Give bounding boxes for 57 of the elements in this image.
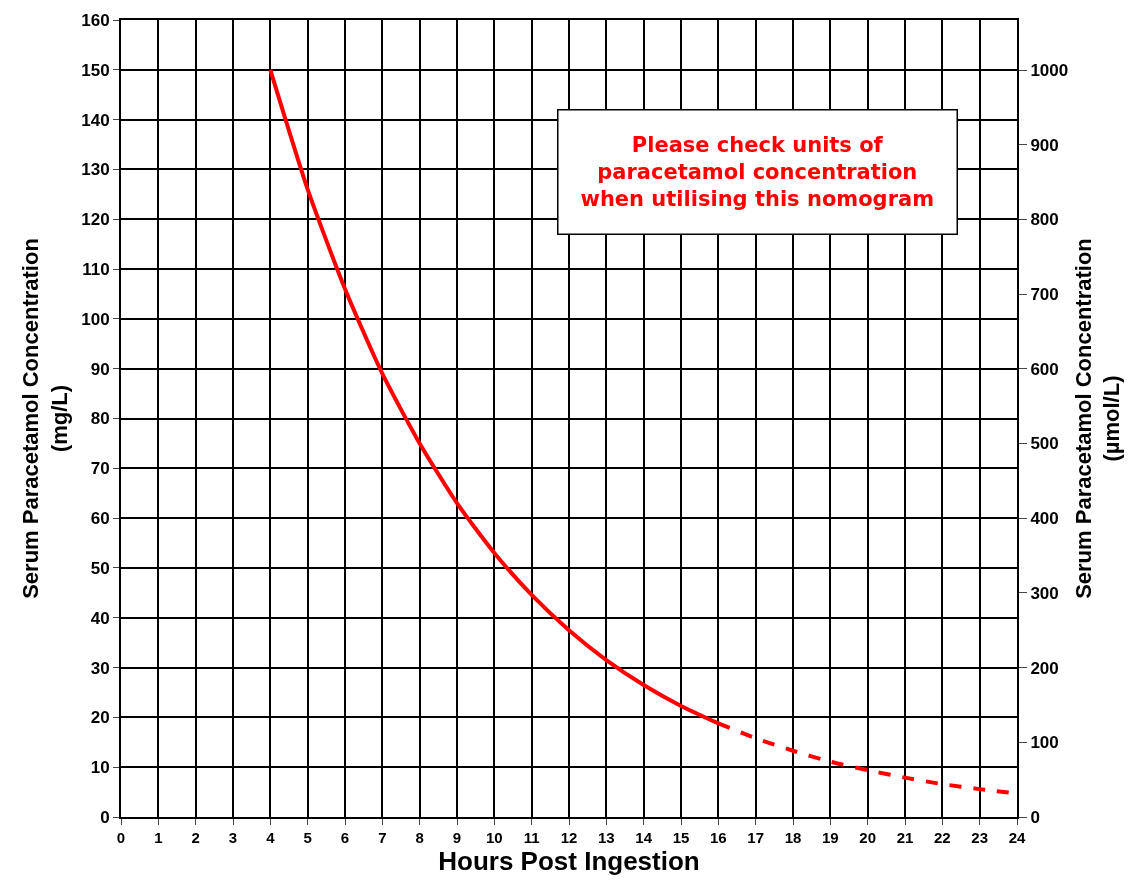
y-tick-label: 40 — [90, 608, 110, 628]
x-tick-label: 1 — [154, 829, 163, 846]
x-tick-label: 22 — [933, 829, 951, 846]
y2-tick-label: 600 — [1030, 359, 1059, 379]
y-tick-label: 120 — [81, 210, 110, 230]
x-tick-label: 18 — [784, 829, 802, 846]
y-tick-label: 150 — [81, 60, 110, 80]
x-tick-label: 19 — [821, 829, 839, 846]
x-tick-label: 20 — [859, 829, 877, 846]
y-tick-label: 90 — [90, 359, 110, 379]
y2-tick-label: 200 — [1030, 658, 1059, 678]
y2-tick-label: 900 — [1030, 135, 1059, 155]
x-tick-label: 13 — [597, 829, 615, 846]
y-tick-label: 10 — [90, 758, 110, 778]
x-tick-label: 5 — [303, 829, 312, 846]
x-tick-label: 24 — [1008, 829, 1026, 846]
y2-tick-label: 100 — [1030, 733, 1059, 753]
y-tick-label: 0 — [100, 807, 110, 827]
x-tick-label: 23 — [971, 829, 989, 846]
x-tick-label: 21 — [896, 829, 914, 846]
x-tick-label: 16 — [709, 829, 727, 846]
x-tick-label: 6 — [340, 829, 350, 846]
y-tick-label: 100 — [81, 309, 110, 329]
y-tick-label: 50 — [90, 558, 110, 578]
y2-tick-label: 1000 — [1030, 61, 1069, 80]
y-tick-label: 160 — [81, 10, 110, 30]
x-tick-label: 2 — [191, 829, 200, 846]
y-tick-label: 110 — [82, 260, 110, 280]
x-tick-label: 4 — [266, 829, 276, 846]
y2-tick-label: 0 — [1030, 807, 1040, 827]
y-tick-label: 70 — [90, 459, 110, 479]
y2-tick-label: 300 — [1030, 583, 1059, 603]
x-tick-label: 7 — [378, 829, 387, 846]
x-tick-label: 15 — [672, 829, 690, 846]
annotation: Please check units of paracetamol concentration when utilising this nomogram — [580, 132, 935, 212]
y2-axis-title: Serum Paracetamol Concentration (µmol/L) — [1070, 238, 1125, 599]
x-tick-label: 14 — [635, 829, 653, 846]
y-tick-label: 80 — [90, 409, 110, 429]
y-tick-label: 20 — [90, 708, 110, 728]
y2-tick-label: 500 — [1030, 434, 1059, 454]
x-axis-title: Hours Post Ingestion — [438, 846, 700, 876]
x-tick-label: 3 — [228, 829, 238, 846]
y2-tick-label: 400 — [1030, 509, 1059, 529]
y-tick-label: 60 — [90, 509, 110, 529]
y-tick-label: 130 — [81, 160, 110, 180]
x-tick-label: 0 — [116, 829, 126, 846]
y-axis-title: Serum Paracetamol Concentration (mg/L) — [17, 238, 72, 599]
x-tick-label: 17 — [747, 829, 765, 846]
x-tick-label: 9 — [452, 829, 462, 846]
x-tick-label: 12 — [560, 829, 578, 846]
x-tick-label: 11 — [523, 829, 540, 846]
y2-tick-label: 700 — [1030, 285, 1059, 305]
x-tick-label: 10 — [485, 829, 503, 846]
y2-tick-label: 800 — [1030, 210, 1059, 230]
x-tick-label: 8 — [415, 829, 424, 846]
y-tick-label: 140 — [81, 110, 110, 130]
y-tick-label: 30 — [90, 658, 110, 678]
